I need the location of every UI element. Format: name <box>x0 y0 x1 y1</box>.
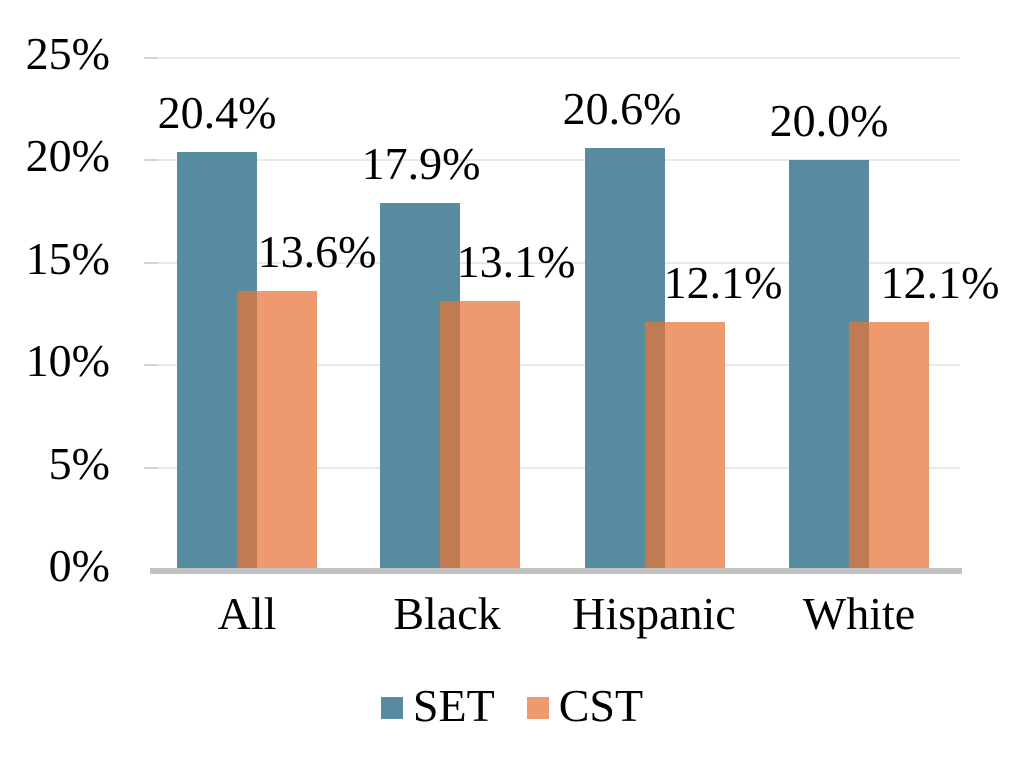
legend-swatch-cst-icon <box>526 697 549 719</box>
data-label-set-hispanic: 20.6% <box>562 82 682 134</box>
axis-tick <box>144 364 158 366</box>
bar-overlap-hispanic <box>645 321 665 570</box>
legend-swatch-set-icon <box>380 697 403 719</box>
category-label-all: All <box>217 588 277 639</box>
data-label-set-white: 20.0% <box>769 95 889 146</box>
bar-overlap-white <box>849 321 869 570</box>
data-label-cst-all: 13.6% <box>257 226 377 278</box>
gridline <box>145 56 960 59</box>
y-axis-label: 10% <box>25 335 110 386</box>
axis-tick <box>144 261 158 264</box>
data-label-set-black: 17.9% <box>361 138 481 190</box>
gridline <box>145 364 960 366</box>
data-label-cst-hispanic: 12.1% <box>663 256 783 308</box>
axis-tick <box>144 466 158 469</box>
axis-tick <box>144 159 158 161</box>
category-label-white: White <box>802 588 916 639</box>
legend-item-set: SET <box>380 680 495 731</box>
y-axis-label: 15% <box>25 232 110 284</box>
gridline <box>145 159 960 161</box>
y-axis-label: 5% <box>48 437 110 489</box>
y-axis-label: 0% <box>48 540 110 591</box>
y-axis-label: 20% <box>25 130 110 181</box>
gridline <box>145 466 960 469</box>
bar-overlap-all <box>237 291 257 570</box>
category-label-black: Black <box>393 588 501 639</box>
axis-tick <box>144 56 158 59</box>
legend-label-cst: CST <box>558 680 644 731</box>
category-label-hispanic: Hispanic <box>572 588 736 639</box>
legend-item-cst: CST <box>526 680 644 731</box>
legend-label-set: SET <box>412 680 495 731</box>
data-label-cst-white: 12.1% <box>880 256 1000 308</box>
gridline <box>145 261 960 264</box>
bar-overlap-black <box>440 301 460 570</box>
data-label-cst-black: 13.1% <box>456 236 576 288</box>
legend: SET CST <box>0 683 1024 729</box>
data-label-set-all: 20.4% <box>157 86 277 138</box>
y-axis-label: 25% <box>25 27 110 79</box>
x-axis-line <box>150 568 962 574</box>
